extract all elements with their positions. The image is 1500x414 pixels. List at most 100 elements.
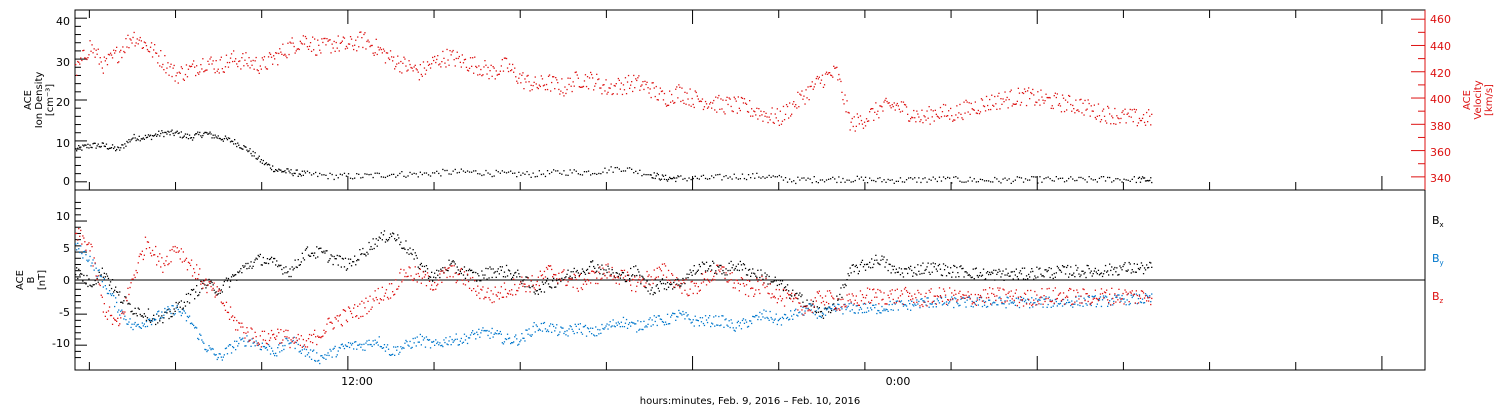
by-point	[613, 319, 614, 320]
bx-point	[992, 273, 993, 274]
velocity-point	[864, 122, 865, 123]
bx-point	[751, 273, 752, 274]
velocity-point	[653, 82, 654, 83]
by-point	[226, 347, 227, 348]
density-point	[627, 168, 628, 169]
by-point	[396, 350, 397, 351]
bx-point	[1034, 275, 1035, 276]
velocity-point	[914, 117, 915, 118]
velocity-point	[1008, 107, 1009, 108]
by-point	[467, 343, 468, 344]
by-point	[403, 348, 404, 349]
velocity-point	[1039, 105, 1040, 106]
velocity-point	[207, 61, 208, 62]
bz-point	[1040, 296, 1041, 297]
bx-point	[216, 291, 217, 292]
bz-point	[239, 323, 240, 324]
velocity-point	[157, 62, 158, 63]
bz-point	[631, 290, 632, 291]
velocity-point	[311, 51, 312, 52]
density-point	[210, 133, 211, 134]
bz-point	[512, 294, 513, 295]
velocity-point	[1075, 100, 1076, 101]
density-point	[438, 173, 439, 174]
by-point	[1016, 298, 1017, 299]
by-point	[605, 325, 606, 326]
velocity-point	[178, 82, 179, 83]
velocity-point	[721, 108, 722, 109]
density-point	[754, 178, 755, 179]
bz-point	[896, 302, 897, 303]
bx-point	[976, 268, 977, 269]
bz-point	[640, 281, 641, 282]
density-point	[797, 177, 798, 178]
bz-point	[1077, 292, 1078, 293]
density-point	[1105, 180, 1106, 181]
bx-point	[94, 284, 95, 285]
bz-point	[985, 289, 986, 290]
bz-point	[802, 314, 803, 315]
density-point	[1117, 178, 1118, 179]
velocity-point	[795, 104, 796, 105]
by-point	[1047, 307, 1048, 308]
by-point	[622, 326, 623, 327]
bx-point	[227, 280, 228, 281]
by-point	[667, 314, 668, 315]
velocity-point	[279, 48, 280, 49]
bz-point	[402, 279, 403, 280]
by-point	[207, 350, 208, 351]
bz-point	[853, 295, 854, 296]
bz-point	[1019, 302, 1020, 303]
bx-point	[505, 276, 506, 277]
by-point	[375, 340, 376, 341]
bx-point	[899, 267, 900, 268]
bx-point	[848, 273, 849, 274]
bz-point	[302, 347, 303, 348]
bz-point	[364, 307, 365, 308]
by-point	[264, 346, 265, 347]
by-point	[620, 326, 621, 327]
bz-point	[312, 342, 313, 343]
bz-point	[698, 286, 699, 287]
by-point	[152, 320, 153, 321]
velocity-point	[1005, 99, 1006, 100]
bz-point	[377, 299, 378, 300]
bz-point	[753, 296, 754, 297]
velocity-point	[724, 113, 725, 114]
bz-point	[121, 313, 122, 314]
velocity-point	[918, 116, 919, 117]
by-point	[460, 341, 461, 342]
by-point	[524, 340, 525, 341]
velocity-point	[517, 83, 518, 84]
bx-point	[492, 277, 493, 278]
by-point	[1072, 307, 1073, 308]
bx-point	[571, 271, 572, 272]
velocity-point	[476, 67, 477, 68]
bx-point	[249, 266, 250, 267]
bx-point	[284, 272, 285, 273]
by-point	[101, 276, 102, 277]
bx-point	[885, 262, 886, 263]
by-point	[111, 295, 112, 296]
velocity-point	[109, 54, 110, 55]
by-point	[777, 324, 778, 325]
bz-point	[91, 246, 92, 247]
bz-point	[939, 287, 940, 288]
bx-point	[340, 256, 341, 257]
velocity-point	[312, 37, 313, 38]
density-point	[1039, 176, 1040, 177]
velocity-point	[920, 119, 921, 120]
velocity-point	[352, 45, 353, 46]
bz-point	[259, 344, 260, 345]
bz-point	[837, 298, 838, 299]
bz-point	[164, 265, 165, 266]
velocity-point	[322, 42, 323, 43]
bz-point	[275, 339, 276, 340]
bx-point	[246, 268, 247, 269]
bz-point	[606, 277, 607, 278]
bx-point	[1043, 276, 1044, 277]
density-point	[879, 177, 880, 178]
velocity-point	[170, 64, 171, 65]
bx-point	[868, 266, 869, 267]
bx-point	[389, 237, 390, 238]
